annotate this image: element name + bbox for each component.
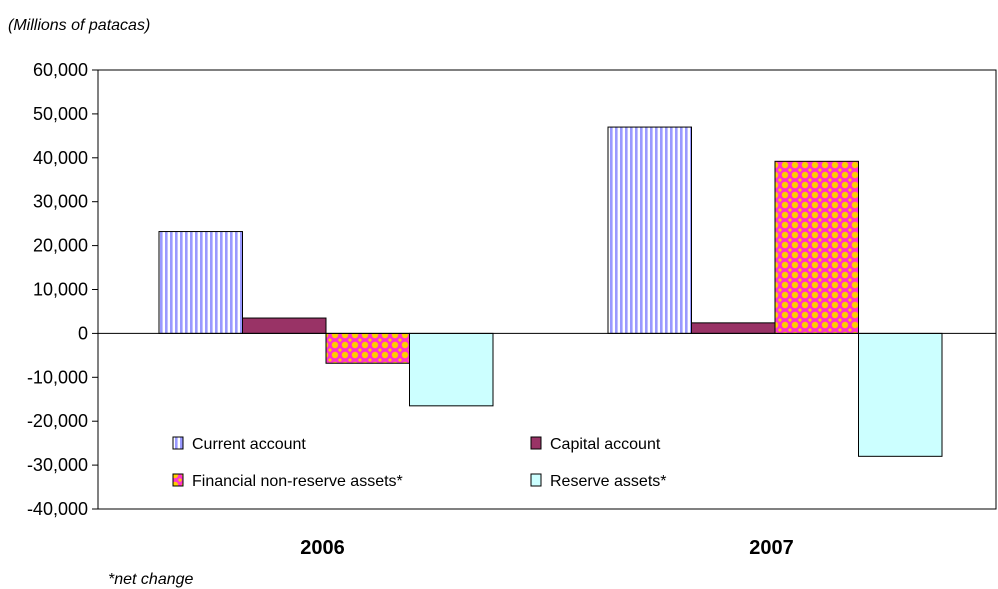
legend-swatch-3	[530, 473, 542, 487]
y-tick-label: -30,000	[27, 455, 88, 475]
y-tick-label: 40,000	[33, 148, 88, 168]
y-tick-label: -20,000	[27, 411, 88, 431]
bar-2006-2	[325, 332, 410, 364]
category-labels: 2006 2007	[300, 537, 794, 559]
legend-swatch-0	[172, 436, 184, 450]
legend-label-1: Capital account	[550, 436, 661, 453]
y-tick-label: 10,000	[33, 280, 88, 300]
unit-label: (Millions of patacas)	[8, 17, 150, 34]
y-tick-label: 20,000	[33, 236, 88, 256]
y-tick-label: 50,000	[33, 104, 88, 124]
plot-area-frame	[97, 69, 997, 510]
bar-2007-3	[858, 332, 943, 457]
y-tick-label: 0	[78, 323, 88, 343]
y-tick-label: 30,000	[33, 192, 88, 212]
legend-label-3: Reserve assets*	[550, 473, 667, 490]
legend-swatch-2	[172, 473, 184, 487]
bar-2007-0	[607, 126, 692, 334]
bar-2007-2	[774, 160, 859, 334]
legend: Current account Capital account Financial …	[172, 436, 667, 490]
y-tick-label: 60,000	[33, 60, 88, 80]
footnote: *net change	[108, 571, 194, 588]
legend-swatch-1	[530, 436, 542, 450]
bar-2006-3	[409, 332, 494, 407]
bars	[158, 126, 943, 457]
y-tick-label: -10,000	[27, 367, 88, 387]
y-tick-label: -40,000	[27, 499, 88, 519]
category-label-2007: 2007	[749, 537, 794, 559]
legend-label-2: Financial non-reserve assets*	[192, 473, 403, 490]
y-axis-ticks: 60,000 50,000 40,000 30,000 20,000 10,000 0 -10…	[27, 60, 98, 519]
legend-label-0: Current account	[192, 436, 306, 453]
bar-2006-1	[242, 317, 327, 334]
bar-2006-0	[158, 231, 243, 334]
bar-2007-1	[691, 322, 776, 334]
category-label-2006: 2006	[300, 537, 345, 559]
